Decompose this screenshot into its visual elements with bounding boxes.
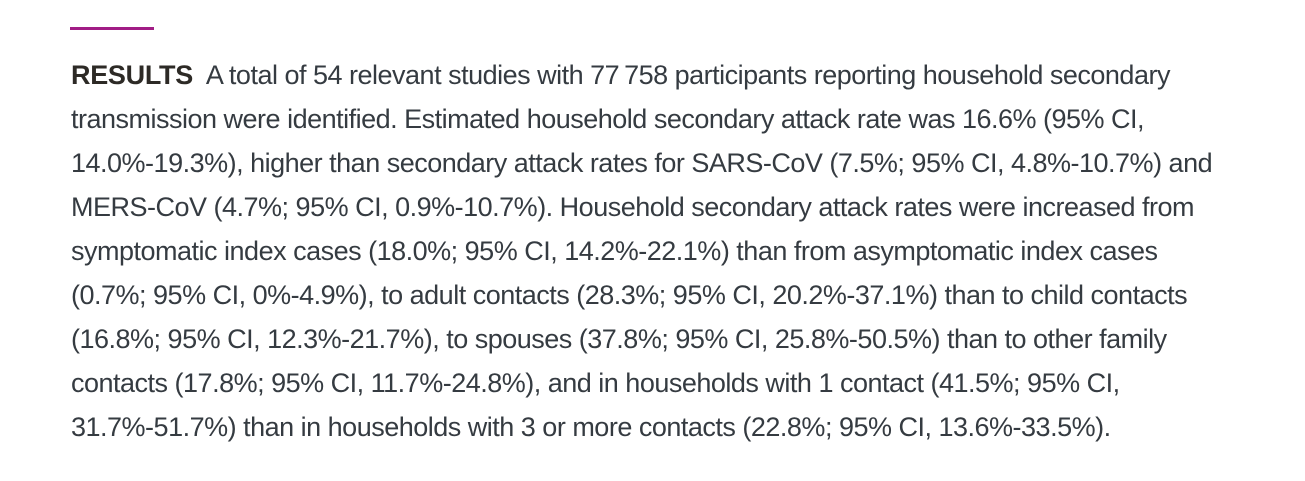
results-paragraph: RESULTS A total of 54 relevant studies wi…	[71, 53, 1223, 449]
section-divider-rule	[70, 27, 154, 30]
results-body-text: A total of 54 relevant studies with 77 7…	[71, 60, 1213, 442]
results-section-heading: RESULTS	[71, 60, 193, 90]
